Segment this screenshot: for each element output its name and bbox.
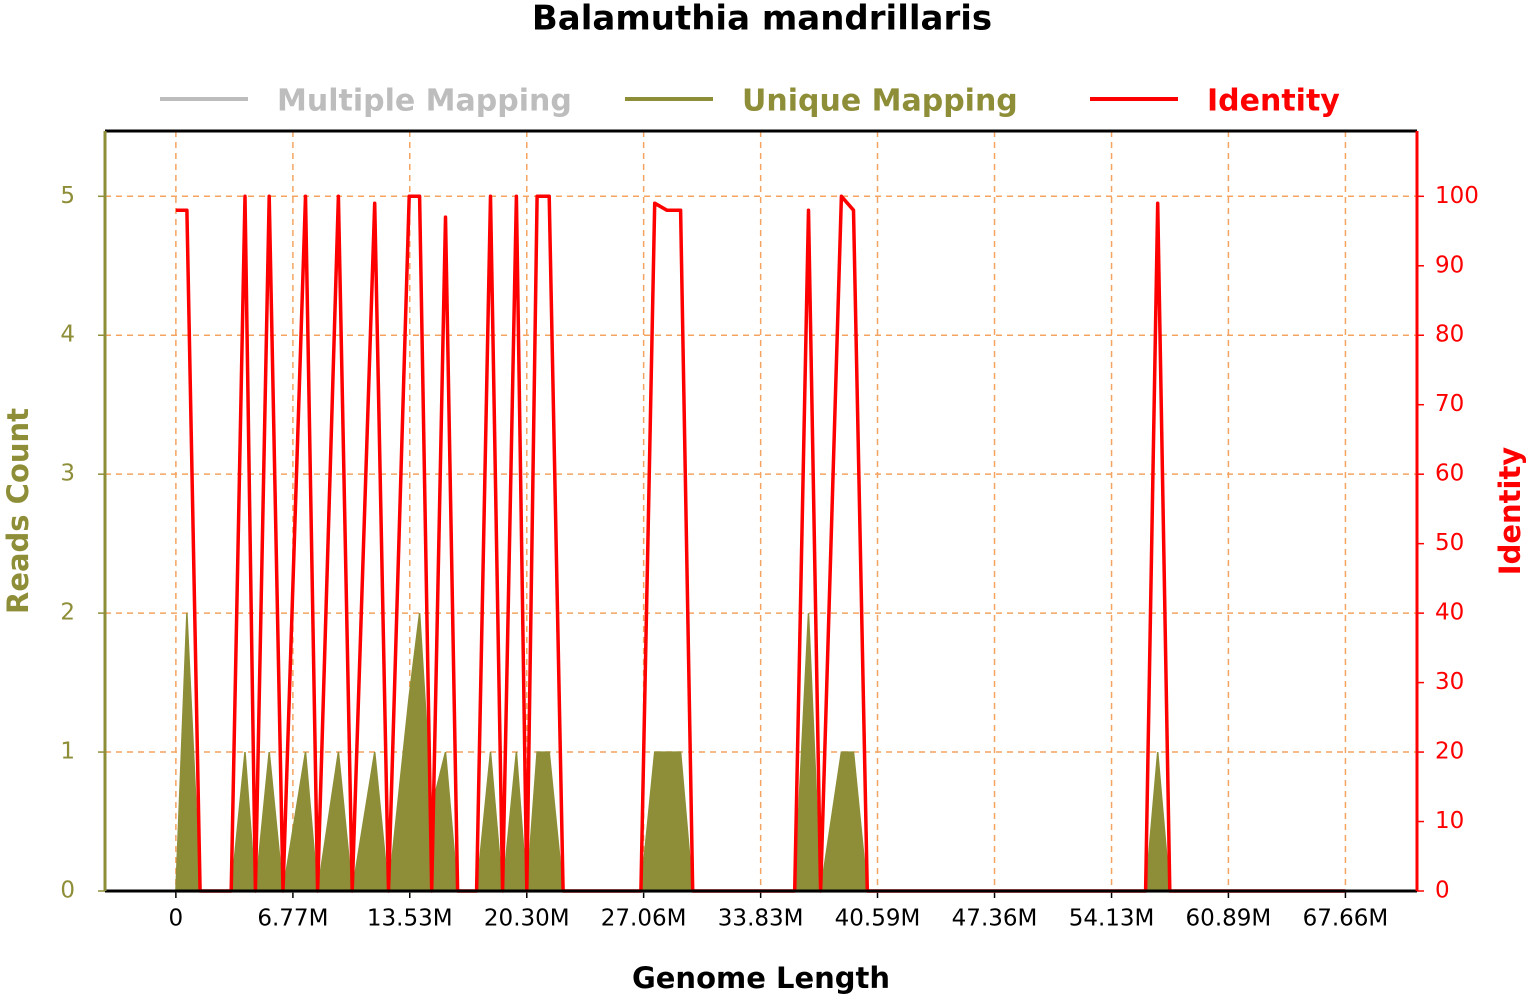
x-tick-label: 47.36M bbox=[952, 906, 1038, 932]
y2-tick-label: 60 bbox=[1435, 461, 1464, 487]
x-tick-label: 40.59M bbox=[835, 906, 921, 932]
y2-tick-label: 100 bbox=[1435, 183, 1479, 209]
y-tick-label: 0 bbox=[60, 878, 75, 904]
x-tick-label: 67.66M bbox=[1303, 906, 1389, 932]
y2-tick-label: 0 bbox=[1435, 878, 1450, 904]
x-tick-label: 60.89M bbox=[1186, 906, 1272, 932]
line bbox=[175, 194, 1346, 893]
y2-tick-label: 70 bbox=[1435, 391, 1464, 417]
x-tick-label: 27.06M bbox=[601, 906, 687, 932]
y-tick-label: 4 bbox=[60, 322, 75, 348]
y2-tick-label: 40 bbox=[1435, 600, 1464, 626]
y2-tick-label: 50 bbox=[1435, 530, 1464, 556]
x-tick-label: 0 bbox=[169, 906, 184, 932]
x-tick-label: 33.83M bbox=[718, 906, 804, 932]
y-axis-label: Reads Count bbox=[1, 408, 35, 614]
x-tick-label: 54.13M bbox=[1069, 906, 1155, 932]
y2-tick-label: 20 bbox=[1435, 739, 1464, 765]
legend-label: Unique Mapping bbox=[742, 84, 1018, 119]
y2-tick-label: 90 bbox=[1435, 252, 1464, 278]
y-tick-label: 5 bbox=[60, 183, 75, 209]
y2-axis-label: Identity bbox=[1493, 447, 1527, 576]
x-tick-label: 6.77M bbox=[257, 906, 328, 932]
legend-label: Multiple Mapping bbox=[277, 84, 572, 119]
legend-label: Identity bbox=[1207, 84, 1340, 119]
y2-tick-label: 10 bbox=[1435, 808, 1464, 834]
chart-title: Balamuthia mandrillaris bbox=[532, 0, 992, 39]
x-tick-label: 13.53M bbox=[367, 906, 453, 932]
y2-tick-label: 30 bbox=[1435, 669, 1464, 695]
x-axis-label: Genome Length bbox=[632, 961, 890, 995]
y-tick-label: 3 bbox=[60, 461, 75, 487]
x-tick-label: 20.30M bbox=[484, 906, 570, 932]
y2-tick-label: 80 bbox=[1435, 322, 1464, 348]
y-tick-label: 1 bbox=[60, 739, 75, 765]
y-tick-label: 2 bbox=[60, 600, 75, 626]
